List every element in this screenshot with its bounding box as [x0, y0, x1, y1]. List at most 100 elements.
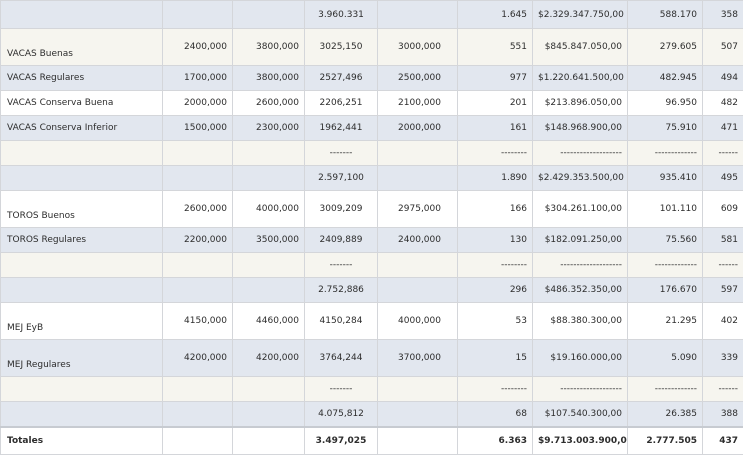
min-price-cell: 4200,000	[162, 339, 233, 377]
max-price-cell: 4000,000	[232, 190, 305, 228]
avg-price-cell: 3025,150	[304, 28, 378, 66]
amount-cell: $845.847.050,00	[532, 28, 628, 66]
avg-price-cell: 2409,889	[304, 227, 378, 253]
head-count-cell: 130	[457, 227, 533, 253]
amount-cell: $2.429.353.500,00	[532, 165, 628, 191]
min-price-cell	[162, 376, 233, 402]
row-label: VACAS Conserva Inferior	[0, 115, 163, 141]
mode-price-cell	[377, 252, 458, 278]
kilos-cell: 21.295	[627, 302, 703, 340]
row-label: VACAS Regulares	[0, 65, 163, 91]
kilos-cell: -------------	[627, 140, 703, 166]
kilos-cell: 279.605	[627, 28, 703, 66]
table-row: ------- -------- ------------------- ------…	[0, 376, 743, 402]
avg-price-cell: 2206,251	[304, 90, 378, 116]
kilos-cell: -------------	[627, 252, 703, 278]
table-row: 3.960.331 1.645 $2.329.347.750,00 588.170 35…	[0, 0, 743, 29]
table-row: ------- -------- ------------------- ------…	[0, 140, 743, 166]
head-count-cell: 201	[457, 90, 533, 116]
kilos-cell: 26.385	[627, 401, 703, 427]
avg-price-cell: 3.960.331	[304, 0, 378, 29]
mode-price-cell: 2975,000	[377, 190, 458, 228]
head-count-cell: --------	[457, 376, 533, 402]
mode-price-cell: 2500,000	[377, 65, 458, 91]
min-price-cell	[162, 401, 233, 427]
amount-cell: $486.352.350,00	[532, 277, 628, 303]
row-label: VACAS Buenas	[0, 28, 163, 66]
avg-price-cell: -------	[304, 376, 378, 402]
avg-price-cell: -------	[304, 252, 378, 278]
head-count-cell: 161	[457, 115, 533, 141]
amount-cell: $1.220.641.500,00	[532, 65, 628, 91]
table-row: VACAS Regulares 1700,000 3800,000 2527,496 2…	[0, 65, 743, 91]
total-head-count-cell: 6.363	[457, 425, 533, 455]
totals-label: Totales	[0, 425, 163, 455]
amount-cell: -------------------	[532, 252, 628, 278]
head-count-cell: --------	[457, 140, 533, 166]
total-avg-price-cell: 3.497,025	[304, 425, 378, 455]
table-row: 4.075,812 68 $107.540.300,00 26.385 388	[0, 401, 743, 427]
avg-price-cell: -------	[304, 140, 378, 166]
amount-cell: $182.091.250,00	[532, 227, 628, 253]
table-row: 2.752,886 296 $486.352.350,00 176.670 597	[0, 277, 743, 303]
avg-weight-cell: ------	[702, 252, 743, 278]
max-price-cell	[232, 376, 305, 402]
table-row: ------- -------- ------------------- ------…	[0, 252, 743, 278]
row-label	[0, 376, 163, 402]
amount-cell: $88.380.300,00	[532, 302, 628, 340]
min-price-cell: 1500,000	[162, 115, 233, 141]
avg-price-cell: 2.752,886	[304, 277, 378, 303]
row-label: TOROS Buenos	[0, 190, 163, 228]
mode-price-cell: 4000,000	[377, 302, 458, 340]
max-price-cell	[232, 401, 305, 427]
kilos-cell: 176.670	[627, 277, 703, 303]
table-row: MEJ EyB 4150,000 4460,000 4150,284 4000,000 5…	[0, 302, 743, 340]
kilos-cell: 75.910	[627, 115, 703, 141]
amount-cell: $107.540.300,00	[532, 401, 628, 427]
total-mode-price-cell	[377, 425, 458, 455]
avg-price-cell: 4150,284	[304, 302, 378, 340]
row-label	[0, 401, 163, 427]
head-count-cell: 53	[457, 302, 533, 340]
avg-price-cell: 3764,244	[304, 339, 378, 377]
min-price-cell: 4150,000	[162, 302, 233, 340]
min-price-cell: 1700,000	[162, 65, 233, 91]
table-row: 2.597,100 1.890 $2.429.353.500,00 935.410 49…	[0, 165, 743, 191]
mode-price-cell: 3700,000	[377, 339, 458, 377]
head-count-cell: --------	[457, 252, 533, 278]
head-count-cell: 551	[457, 28, 533, 66]
row-label: VACAS Conserva Buena	[0, 90, 163, 116]
kilos-cell: 101.110	[627, 190, 703, 228]
max-price-cell	[232, 140, 305, 166]
max-price-cell: 4200,000	[232, 339, 305, 377]
min-price-cell: 2000,000	[162, 90, 233, 116]
avg-weight-cell: 494	[702, 65, 743, 91]
avg-weight-cell: ------	[702, 376, 743, 402]
head-count-cell: 15	[457, 339, 533, 377]
avg-weight-cell: 471	[702, 115, 743, 141]
table-row: TOROS Buenos 2600,000 4000,000 3009,209 2975…	[0, 190, 743, 228]
max-price-cell: 3800,000	[232, 28, 305, 66]
row-label: TOROS Regulares	[0, 227, 163, 253]
min-price-cell	[162, 165, 233, 191]
total-kilos-cell: 2.777.505	[627, 425, 703, 455]
min-price-cell	[162, 140, 233, 166]
mode-price-cell: 2100,000	[377, 90, 458, 116]
avg-weight-cell: 597	[702, 277, 743, 303]
kilos-cell: -------------	[627, 376, 703, 402]
row-label: MEJ EyB	[0, 302, 163, 340]
table-row: VACAS Buenas 2400,000 3800,000 3025,150 3000…	[0, 28, 743, 66]
mode-price-cell: 3000,000	[377, 28, 458, 66]
amount-cell: $148.968.900,00	[532, 115, 628, 141]
avg-price-cell: 2527,496	[304, 65, 378, 91]
table-row: MEJ Regulares 4200,000 4200,000 3764,244 370…	[0, 339, 743, 377]
table-row: TOROS Regulares 2200,000 3500,000 2409,889 2…	[0, 227, 743, 253]
min-price-cell: 2400,000	[162, 28, 233, 66]
avg-weight-cell: 609	[702, 190, 743, 228]
min-price-cell	[162, 277, 233, 303]
kilos-cell: 482.945	[627, 65, 703, 91]
totals-row: Totales 3.497,025 6.363 $9.713.003.900,00 2.…	[0, 425, 743, 455]
mode-price-cell	[377, 376, 458, 402]
head-count-cell: 296	[457, 277, 533, 303]
mode-price-cell: 2000,000	[377, 115, 458, 141]
